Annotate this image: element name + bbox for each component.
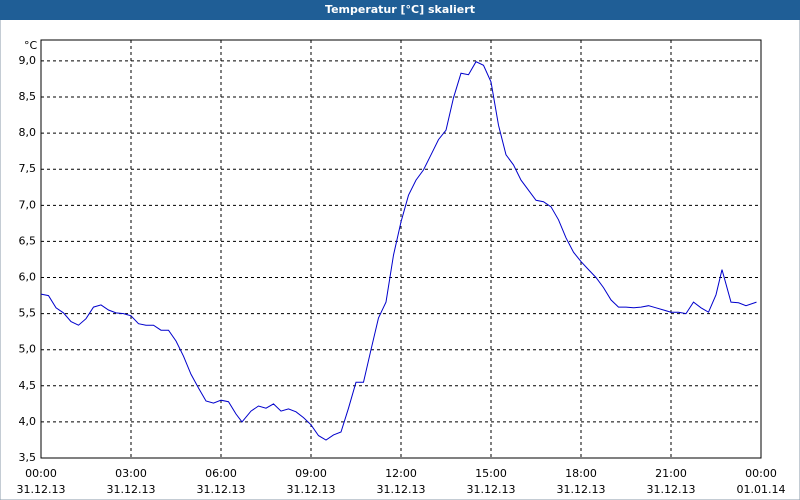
y-tick-label: 7,0 (19, 198, 37, 211)
y-tick-label: 4,5 (19, 379, 37, 392)
x-tick-date: 31.12.13 (197, 483, 246, 496)
y-tick-label: 6,0 (19, 271, 37, 284)
x-tick-label: 21:00 (655, 467, 687, 480)
x-tick-label: 00:00 (745, 467, 777, 480)
y-tick-label: 6,5 (19, 234, 37, 247)
y-tick-label: 8,5 (19, 90, 37, 103)
x-tick-date: 31.12.13 (107, 483, 156, 496)
x-tick-date: 31.12.13 (287, 483, 336, 496)
x-tick-date: 31.12.13 (647, 483, 696, 496)
x-tick-label: 06:00 (205, 467, 237, 480)
x-tick-date: 31.12.13 (17, 483, 66, 496)
y-tick-label: 5,0 (19, 343, 37, 356)
title-bar (0, 0, 800, 20)
x-tick-label: 03:00 (115, 467, 147, 480)
y-tick-label: 9,0 (19, 54, 37, 67)
y-tick-label: 3,5 (19, 451, 37, 464)
y-tick-label: 7,5 (19, 162, 37, 175)
y-tick-label: 8,0 (19, 126, 37, 139)
y-unit: °C (24, 39, 38, 52)
x-tick-label: 12:00 (385, 467, 417, 480)
x-tick-label: 09:00 (295, 467, 327, 480)
x-tick-date: 31.12.13 (557, 483, 606, 496)
chart-title: Temperatur [°C] skaliert (325, 3, 475, 16)
x-tick-label: 15:00 (475, 467, 507, 480)
x-tick-date: 31.12.13 (467, 483, 516, 496)
x-tick-date: 01.01.14 (737, 483, 786, 496)
x-tick-label: 00:00 (25, 467, 57, 480)
data-line (40, 61, 757, 441)
y-tick-label: 5,5 (19, 307, 37, 320)
y-tick-label: 4,0 (19, 415, 37, 428)
x-tick-date: 31.12.13 (377, 483, 426, 496)
x-tick-label: 18:00 (565, 467, 597, 480)
